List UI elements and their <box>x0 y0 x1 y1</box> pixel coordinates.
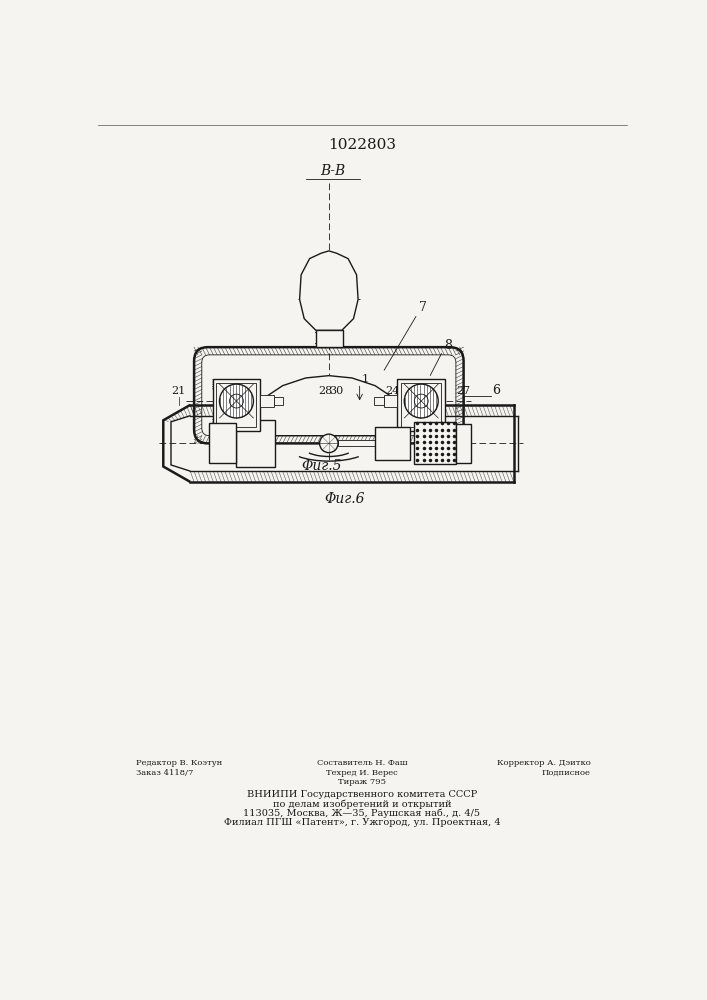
FancyBboxPatch shape <box>201 355 456 436</box>
Text: 30: 30 <box>329 386 344 396</box>
Text: В-В: В-В <box>320 164 345 178</box>
Text: 1: 1 <box>361 374 368 384</box>
Bar <box>414 422 456 464</box>
Bar <box>274 397 284 405</box>
Text: 24: 24 <box>385 386 399 396</box>
Text: ВНИИПИ Государственного комитета СССР: ВНИИПИ Государственного комитета СССР <box>247 790 477 799</box>
Bar <box>383 395 397 407</box>
Bar <box>209 423 236 463</box>
Bar <box>375 427 409 460</box>
Text: 8: 8 <box>444 339 452 352</box>
Text: Φиг.5: Φиг.5 <box>301 460 341 474</box>
Circle shape <box>404 384 438 418</box>
Text: 6: 6 <box>492 384 500 397</box>
Text: 1022803: 1022803 <box>328 138 396 152</box>
Bar <box>456 424 472 463</box>
Text: Техред И. Верес: Техред И. Верес <box>326 769 398 777</box>
Text: Подписное: Подписное <box>542 769 590 777</box>
Text: 26: 26 <box>423 386 438 396</box>
Text: 21: 21 <box>172 386 186 396</box>
Polygon shape <box>300 251 358 330</box>
Text: Филиал ПГШ «Патент», г. Ужгород, ул. Проектная, 4: Филиал ПГШ «Патент», г. Ужгород, ул. Про… <box>223 818 501 827</box>
Text: Заказ 4118/7: Заказ 4118/7 <box>136 769 194 777</box>
Text: 29: 29 <box>241 386 255 396</box>
Bar <box>374 397 383 405</box>
Text: 7: 7 <box>419 301 427 314</box>
Text: по делам изобретений и открытий: по делам изобретений и открытий <box>273 799 451 809</box>
Text: 28: 28 <box>318 386 332 396</box>
Bar <box>402 383 441 427</box>
Bar <box>260 395 274 407</box>
Bar <box>397 379 445 431</box>
Circle shape <box>320 434 338 453</box>
Polygon shape <box>259 376 398 436</box>
Text: 27: 27 <box>457 386 471 396</box>
Bar <box>338 440 398 446</box>
Text: Редактор В. Коэтун: Редактор В. Коэтун <box>136 759 223 767</box>
Bar <box>236 420 275 466</box>
Bar <box>213 379 260 431</box>
Bar <box>216 383 257 427</box>
Circle shape <box>219 384 253 418</box>
Text: Корректор А. Дэитко: Корректор А. Дэитко <box>497 759 590 767</box>
Text: Φиг.6: Φиг.6 <box>324 492 365 506</box>
Bar <box>316 330 343 347</box>
Text: Составитель Н. Фаш: Составитель Н. Фаш <box>317 759 407 767</box>
Text: 113035, Москва, Ж—35, Раушская наб., д. 4/5: 113035, Москва, Ж—35, Раушская наб., д. … <box>243 808 481 818</box>
Text: Тираж 795: Тираж 795 <box>338 778 386 786</box>
Text: 22: 22 <box>216 386 230 396</box>
FancyBboxPatch shape <box>194 347 464 443</box>
